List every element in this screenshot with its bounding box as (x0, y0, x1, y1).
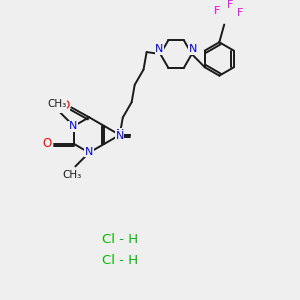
Text: F: F (214, 6, 220, 16)
Text: N: N (155, 44, 164, 54)
Text: F: F (237, 8, 243, 18)
Text: N: N (69, 121, 77, 131)
Text: O: O (43, 137, 52, 150)
Text: Cl - H: Cl - H (103, 254, 139, 267)
Text: F: F (227, 0, 233, 10)
Text: N: N (85, 147, 93, 157)
Text: N: N (116, 131, 124, 141)
Text: CH₃: CH₃ (47, 98, 67, 109)
Text: N: N (116, 129, 124, 139)
Text: N: N (189, 44, 197, 54)
Text: O: O (60, 99, 69, 112)
Text: Cl - H: Cl - H (103, 232, 139, 246)
Text: CH₃: CH₃ (63, 170, 82, 180)
